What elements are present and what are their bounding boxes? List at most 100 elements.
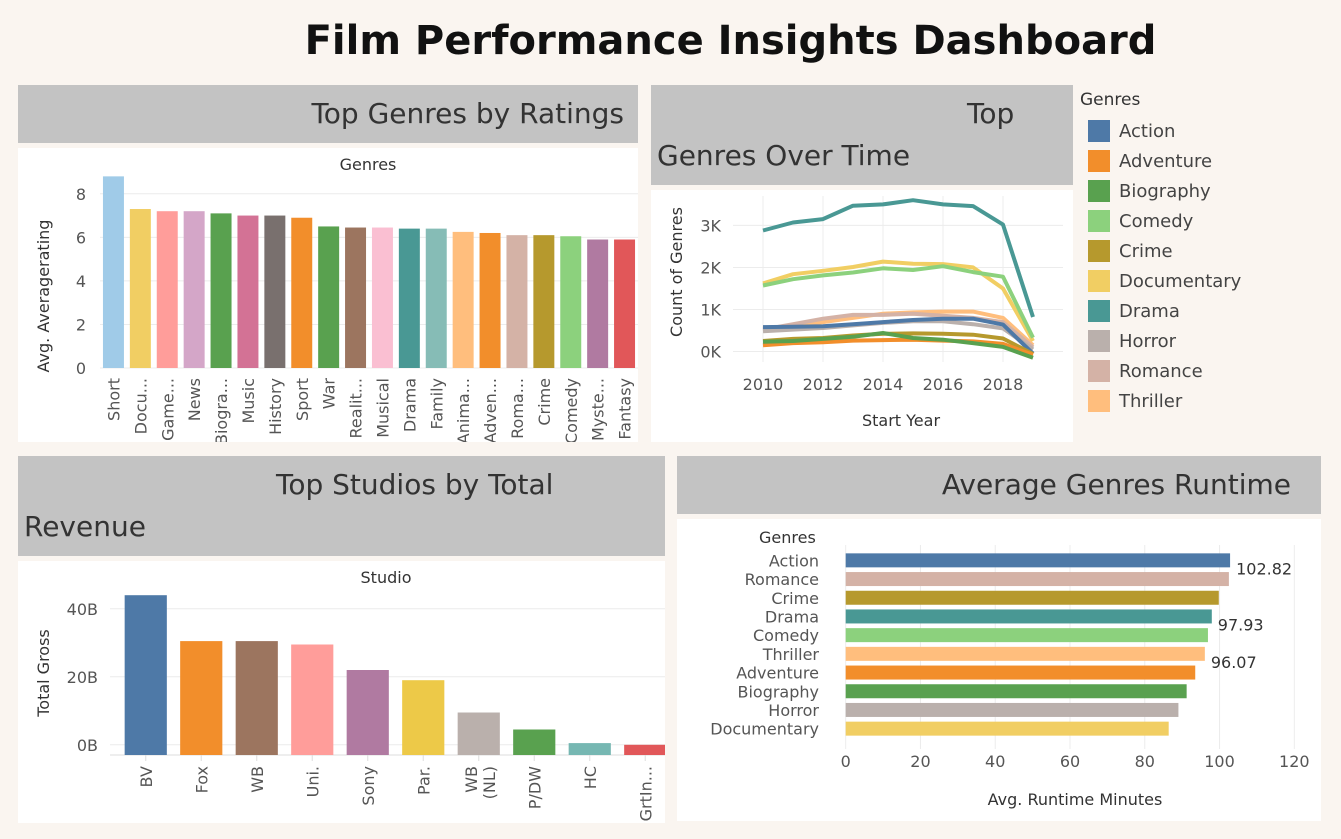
legend-item-crime[interactable]: Crime: [1080, 236, 1330, 266]
legend-swatch: [1088, 330, 1110, 352]
studios-bar-uni: [291, 644, 334, 755]
ratings-bar-docu: [129, 209, 151, 368]
legend-swatch: [1088, 180, 1110, 202]
runtime-category-label: Documentary: [710, 720, 819, 739]
timeline-line-drama: [762, 198, 1035, 318]
studios-column-header: Studio: [361, 568, 412, 587]
runtime-value-label: 102.82: [1236, 559, 1292, 578]
studios-bar-fox: [180, 641, 223, 755]
ratings-x-tick: Drama: [400, 378, 419, 432]
ratings-x-tick: Roma...: [508, 378, 527, 439]
genres-legend: Genres Action Adventure Biography Comedy Cri…: [1080, 90, 1330, 416]
timeline-y-tick: 0K: [700, 342, 721, 361]
ratings-bar-war: [318, 226, 340, 368]
timeline-line-action: [762, 316, 1035, 356]
timeline-y-axis-label: Count of Genres: [667, 207, 686, 337]
studios-x-tick: WB: [248, 766, 267, 793]
timeline-chart: 2010 2012 2014 2016 2018 0K 1K 2K 3K Count of Gen…: [667, 196, 1063, 430]
legend-swatch: [1088, 120, 1110, 142]
runtime-category-label: Comedy: [753, 626, 819, 645]
legend-item-romance[interactable]: Romance: [1080, 356, 1330, 386]
runtime-category-label: Biography: [737, 682, 819, 701]
legend-item-drama[interactable]: Drama: [1080, 296, 1330, 326]
legend-swatch: [1088, 150, 1110, 172]
legend-swatch: [1088, 270, 1110, 292]
ratings-bar-family: [425, 228, 447, 368]
runtime-bar-adventure: [845, 665, 1196, 680]
runtime-category-label: Action: [769, 551, 819, 570]
legend-item-horror[interactable]: Horror: [1080, 326, 1330, 356]
timeline-line-adventure: [762, 337, 1034, 357]
timeline-title-line1: Top: [967, 97, 1015, 130]
studios-bar-wb-nl: [457, 712, 500, 755]
ratings-bar-news: [183, 211, 205, 368]
timeline-x-tick: 2012: [803, 375, 844, 394]
studios-bar-par: [402, 680, 445, 755]
timeline-y-tick: 1K: [700, 300, 721, 319]
legend-label: Documentary: [1119, 270, 1242, 292]
studios-bar-hc: [568, 743, 611, 755]
legend-item-comedy[interactable]: Comedy: [1080, 206, 1330, 236]
runtime-row-header: Genres: [759, 528, 816, 547]
runtime-bar-biography: [845, 684, 1187, 699]
ratings-bar-roma: [506, 235, 528, 368]
ratings-bar-fantasy: [614, 239, 636, 368]
studios-x-tick: HC: [581, 766, 600, 789]
runtime-x-tick: 0: [841, 752, 851, 771]
legend-item-action[interactable]: Action: [1080, 116, 1330, 146]
studios-chart: Studio 0B 20B 40B Total Gross BV Fox WB Uni. Sony…: [34, 568, 667, 821]
ratings-y-tick: 2: [76, 315, 86, 334]
runtime-category-label: Crime: [771, 589, 819, 608]
runtime-x-tick: 100: [1204, 752, 1235, 771]
legend-swatch: [1088, 360, 1110, 382]
legend-swatch: [1088, 300, 1110, 322]
runtime-x-tick: 80: [1135, 752, 1155, 771]
runtime-panel: 0 20 40 60 80 100 120 Genres Avg. Runtime Minute…: [677, 519, 1321, 821]
runtime-value-label: 97.93: [1218, 615, 1264, 634]
legend-label: Romance: [1119, 360, 1203, 382]
ratings-bar-adven: [479, 232, 501, 368]
studios-x-tick: P/DW: [525, 766, 544, 809]
timeline-y-tick: 2K: [700, 258, 721, 277]
ratings-bar-myste: [587, 239, 609, 368]
ratings-bar-biogra: [210, 213, 232, 368]
runtime-header: Average Genres Runtime: [677, 456, 1321, 514]
ratings-x-tick: Biogra...: [212, 378, 231, 442]
runtime-bar-drama: [845, 609, 1212, 624]
ratings-x-tick: Game...: [158, 378, 177, 441]
runtime-bar-documentary: [845, 721, 1169, 736]
studios-x-tick: BV: [137, 766, 156, 787]
legend-label: Horror: [1119, 330, 1177, 352]
runtime-x-tick: 60: [1060, 752, 1080, 771]
timeline-header: Top Genres Over Time: [651, 85, 1073, 185]
timeline-y-tick: 3K: [700, 216, 721, 235]
ratings-panel: Genres 0 2 4 6 8 Avg. Averagerating Short Docu..…: [18, 148, 638, 445]
legend-label: Crime: [1119, 240, 1173, 262]
studios-x-tick-line: WB: [462, 766, 481, 793]
legend-item-thriller[interactable]: Thriller: [1080, 386, 1330, 416]
ratings-x-tick: Adven...: [481, 378, 500, 442]
legend-item-adventure[interactable]: Adventure: [1080, 146, 1330, 176]
ratings-x-tick: News: [185, 378, 204, 421]
studios-y-tick: 40B: [67, 600, 98, 619]
ratings-x-tick: Crime: [535, 378, 554, 426]
dashboard-title: Film Performance Insights Dashboard: [304, 18, 1157, 64]
studios-x-tick-line: (NL): [480, 766, 499, 799]
ratings-bar-realit: [345, 227, 367, 368]
ratings-chart: Genres 0 2 4 6 8 Avg. Averagerating Short Docu..…: [34, 155, 638, 445]
runtime-x-tick: 120: [1279, 752, 1310, 771]
timeline-line-comedy: [762, 264, 1035, 339]
legend-swatch: [1088, 240, 1110, 262]
ratings-bar-history: [264, 215, 286, 368]
ratings-x-tick: Anima...: [454, 378, 473, 442]
legend-item-documentary[interactable]: Documentary: [1080, 266, 1330, 296]
studios-bar-grtin: [624, 744, 667, 755]
runtime-bar-thriller: [845, 646, 1205, 661]
legend-item-biography[interactable]: Biography: [1080, 176, 1330, 206]
ratings-x-tick: Fantasy: [616, 378, 635, 440]
studios-header: Top Studios by Total Revenue: [18, 456, 665, 556]
timeline-panel: 2010 2012 2014 2016 2018 0K 1K 2K 3K Count of Gen…: [651, 190, 1073, 442]
ratings-y-tick: 6: [76, 228, 86, 247]
studios-x-tick: Fox: [192, 766, 211, 793]
timeline-title-line2: Genres Over Time: [657, 139, 911, 172]
